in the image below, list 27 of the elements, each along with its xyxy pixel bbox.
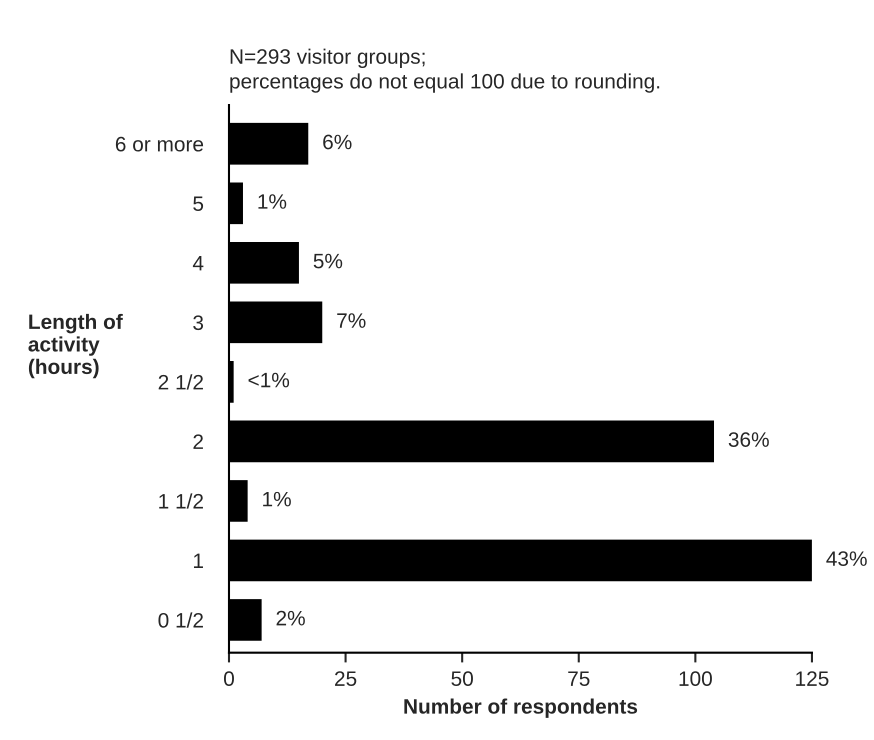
y-tick-label: 4 [192,256,204,270]
y-tick-label: 5 [193,196,204,212]
y-tick-label: 0 1/2 [158,612,203,628]
annotation: 5% [314,254,342,268]
x-tick-label: 100 [680,671,712,686]
annotation: 6% [323,134,352,150]
annotation: 36% [728,432,769,447]
y-tick-label: 1 1/2 [159,493,203,509]
annotation: 1% [263,492,291,506]
annotation: 43% [826,551,867,566]
x-tick-label: 125 [796,671,828,686]
y-tick-label: 1 [194,554,203,568]
annotation: 7% [337,313,366,328]
x-tick-label: 0 [224,671,234,686]
y-axis-title: Length of activity (hours) [28,314,123,378]
y-tick-label: 6 or more [116,136,204,152]
y-tick-label: 2 1/2 [158,374,203,390]
annotation: 1% [258,194,286,209]
annotation: 2% [276,610,305,626]
annotation: <1% [248,372,290,388]
chart-title: N=293 visitor groups; percentages do not equal 100 due to rounding. [230,48,660,93]
x-axis-title: Number of respondents [404,698,638,718]
x-tick-label: 25 [335,671,356,686]
x-tick-label: 75 [568,672,590,686]
x-tick-label: 50 [451,671,473,686]
y-tick-label: 2 [193,434,203,449]
y-tick-label: 3 [193,315,204,330]
